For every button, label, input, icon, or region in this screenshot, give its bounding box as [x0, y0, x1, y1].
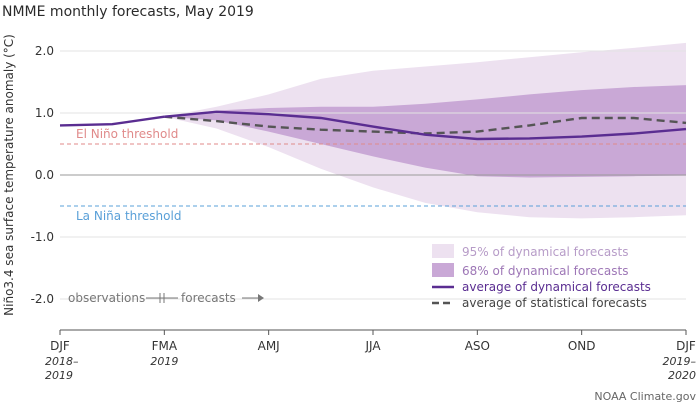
chart-title: NMME monthly forecasts, May 2019 — [2, 4, 254, 20]
x-tick-sublabel: 2018– — [45, 355, 79, 368]
forecasts-annotation: forecasts — [181, 291, 236, 305]
y-tick-label: 1.0 — [35, 106, 54, 120]
x-tick-label: FMA — [152, 339, 178, 353]
legend-label-95: 95% of dynamical forecasts — [462, 245, 628, 259]
legend: 95% of dynamical forecasts 68% of dynami… — [432, 244, 651, 310]
x-tick-label: ASO — [465, 339, 490, 353]
observations-annotation: observations — [68, 291, 145, 305]
y-tick-label: -1.0 — [31, 230, 54, 244]
y-tick-labels: 2.0 1.0 0.0 -1.0 -2.0 — [31, 44, 54, 306]
x-tick-label: OND — [568, 339, 596, 353]
la-nina-threshold-label: La Niña threshold — [76, 209, 181, 223]
y-tick-label: 2.0 — [35, 44, 54, 58]
x-tick-sublabel: 2020 — [668, 369, 696, 382]
observations-line — [59, 115, 165, 127]
legend-swatch-95 — [432, 244, 454, 258]
legend-swatch-68 — [432, 263, 454, 277]
x-tick-sublabel: 2019– — [663, 355, 697, 368]
y-tick-label: 0.0 — [35, 168, 54, 182]
x-tick-label: AMJ — [258, 339, 280, 353]
x-tick-label: DJF — [676, 339, 696, 353]
legend-label-68: 68% of dynamical forecasts — [462, 264, 628, 278]
y-tick-label: -2.0 — [31, 292, 54, 306]
x-tick-label: JJA — [364, 339, 381, 353]
y-axis-label: Niño3.4 sea surface temperature anomaly … — [2, 34, 16, 316]
x-tick-sublabel: 2019 — [45, 369, 73, 382]
band-68-area — [164, 85, 687, 178]
x-tick-sublabel: 2019 — [150, 355, 178, 368]
dynamical-average-line — [164, 110, 687, 141]
observations-forecasts-arrow-icon — [146, 293, 264, 303]
el-nino-threshold-label: El Niño threshold — [76, 127, 178, 141]
credit: NOAA Climate.gov — [594, 390, 696, 403]
legend-label-dynamical: average of dynamical forecasts — [462, 280, 651, 294]
legend-label-statistical: average of statistical forecasts — [462, 296, 647, 310]
x-tick-label: DJF — [50, 339, 70, 353]
